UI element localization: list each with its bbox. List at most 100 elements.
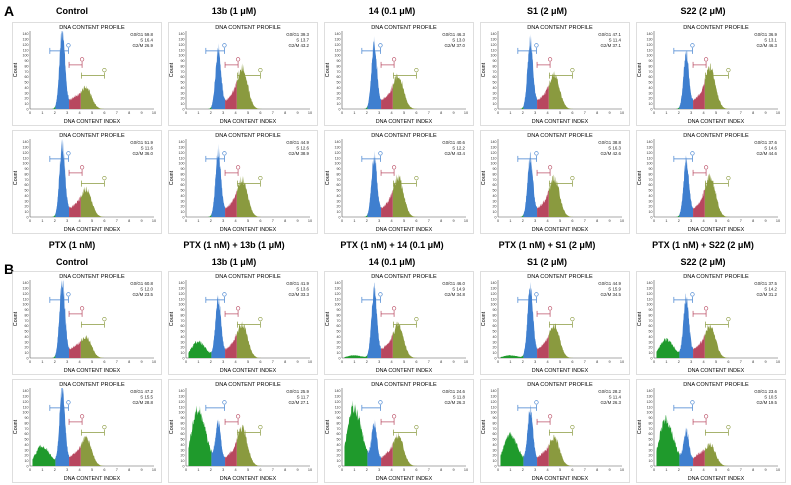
x-tick-label: 7 — [272, 468, 274, 472]
x-tick-label: 5 — [559, 111, 561, 115]
y-tick-label: 140 — [23, 32, 29, 36]
stats-text: G2/M 36.0 — [133, 151, 154, 156]
g1-gate-marker — [66, 292, 71, 297]
x-tick-label: 8 — [596, 219, 598, 223]
y-tick-label: 70 — [25, 70, 29, 74]
x-tick-label: 2 — [366, 360, 368, 364]
y-tick-label: 10 — [181, 210, 185, 214]
y-tick-label: 110 — [23, 48, 29, 52]
g2-m-area — [548, 70, 574, 109]
y-tick-label: 10 — [181, 351, 185, 355]
y-tick-label: 110 — [491, 156, 497, 160]
y-tick-label: 80 — [493, 313, 497, 317]
x-axis-label: DNA CONTENT INDEX — [220, 368, 277, 374]
y-tick-label: 80 — [181, 172, 185, 176]
y-axis-label: Count — [13, 62, 19, 77]
y-tick-label: 10 — [337, 210, 341, 214]
y-tick-label: 90 — [493, 308, 497, 312]
y-tick-label: 70 — [649, 70, 653, 74]
plot-frame — [480, 379, 630, 483]
stats-text: G2/M 43.2 — [289, 43, 310, 48]
x-tick-label: 5 — [715, 360, 717, 364]
x-axis-label: DNA CONTENT INDEX — [220, 227, 277, 233]
y-tick-label: 130 — [647, 38, 653, 42]
histogram-plot: DNA CONTENT PROFILE010203040506070809010… — [636, 379, 786, 483]
y-tick-label: 120 — [335, 292, 341, 296]
x-tick-label: 9 — [141, 111, 143, 115]
x-axis-label: DNA CONTENT INDEX — [532, 227, 589, 233]
x-tick-label: 2 — [54, 219, 56, 223]
stats-text: G2/M 28.8 — [133, 400, 154, 405]
y-tick-label: 90 — [25, 416, 29, 420]
y-tick-label: 110 — [491, 297, 497, 301]
y-tick-label: 120 — [179, 292, 185, 296]
g2-m-area — [704, 63, 730, 109]
y-tick-label: 40 — [493, 194, 497, 198]
y-tick-label: 90 — [649, 308, 653, 312]
x-tick-label: 8 — [284, 219, 286, 223]
x-tick-label: 4 — [79, 468, 81, 472]
x-tick-label: 5 — [247, 111, 249, 115]
y-axis-label: Count — [637, 170, 643, 185]
x-tick-label: 1 — [41, 111, 43, 115]
x-tick-label: 0 — [341, 111, 343, 115]
stats-text: G0/G1 37.5 — [754, 281, 777, 286]
y-tick-label: 80 — [649, 172, 653, 176]
y-tick-label: 60 — [181, 432, 185, 436]
y-tick-label: 130 — [179, 38, 185, 42]
y-tick-label: 140 — [23, 281, 29, 285]
histogram-plot: DNA CONTENT PROFILE010203040506070809010… — [480, 271, 630, 375]
histogram-plot: DNA CONTENT PROFILE010203040506070809010… — [12, 22, 162, 126]
y-tick-label: 80 — [649, 421, 653, 425]
y-tick-label: 90 — [649, 416, 653, 420]
x-tick-label: 10 — [776, 360, 780, 364]
plot-frame — [480, 271, 630, 375]
ptx-header: PTX (1 nM) + 14 (0.1 μM) — [340, 240, 443, 250]
y-tick-label: 30 — [25, 448, 29, 452]
y-tick-label: 0 — [651, 357, 653, 361]
x-tick-label: 8 — [440, 468, 442, 472]
y-tick-label: 90 — [181, 308, 185, 312]
x-tick-label: 4 — [391, 219, 393, 223]
g0-g1-area — [55, 139, 70, 217]
y-tick-label: 80 — [25, 64, 29, 68]
x-tick-label: 1 — [41, 219, 43, 223]
g0-g1-area — [211, 143, 226, 217]
x-tick-label: 10 — [620, 468, 624, 472]
x-tick-label: 4 — [703, 219, 705, 223]
y-tick-label: 100 — [647, 303, 653, 307]
y-tick-label: 30 — [181, 199, 185, 203]
y-tick-label: 60 — [25, 75, 29, 79]
y-tick-label: 30 — [493, 199, 497, 203]
s-phase-area — [381, 442, 393, 466]
y-tick-label: 20 — [337, 205, 341, 209]
x-tick-label: 0 — [653, 219, 655, 223]
g2m-gate-marker — [570, 317, 575, 322]
x-tick-label: 0 — [185, 219, 187, 223]
y-tick-label: 60 — [181, 324, 185, 328]
y-tick-label: 20 — [493, 454, 497, 458]
y-tick-label: 30 — [181, 91, 185, 95]
y-tick-label: 130 — [647, 146, 653, 150]
x-tick-label: 8 — [128, 219, 130, 223]
s-phase-area — [225, 79, 237, 109]
y-tick-label: 140 — [335, 281, 341, 285]
y-tick-label: 80 — [337, 313, 341, 317]
y-tick-label: 20 — [181, 205, 185, 209]
y-tick-label: 0 — [495, 216, 497, 220]
x-tick-label: 3 — [66, 111, 68, 115]
stats-text: S 13.7 — [296, 38, 309, 43]
y-tick-label: 0 — [495, 357, 497, 361]
y-tick-label: 10 — [493, 351, 497, 355]
stats-text: G0/G1 23.6 — [754, 389, 777, 394]
x-tick-label: 10 — [464, 360, 468, 364]
g0-g1-area — [211, 43, 226, 110]
s-phase-area — [69, 195, 81, 217]
baseline-noise — [36, 105, 56, 109]
x-tick-label: 7 — [584, 111, 586, 115]
stats-text: G2/M 37.1 — [601, 43, 622, 48]
stats-text: G0/G1 51.9 — [130, 140, 153, 145]
x-axis-label: DNA CONTENT INDEX — [64, 476, 121, 482]
x-axis-label: DNA CONTENT INDEX — [220, 119, 277, 125]
